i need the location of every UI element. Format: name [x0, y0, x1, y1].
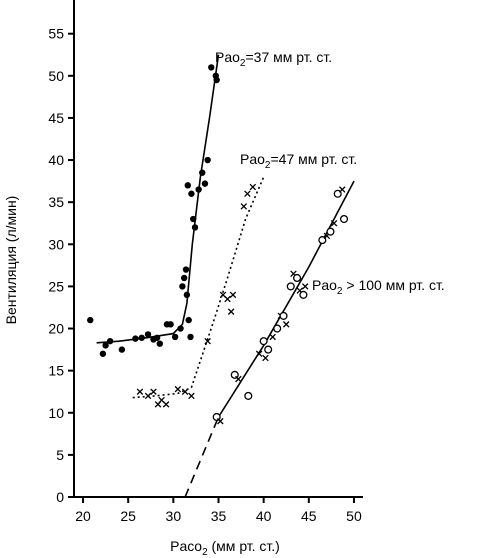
y-tick-label: 5: [56, 447, 64, 463]
series-0-point: [199, 169, 206, 176]
series-0-fit-line: [96, 54, 220, 344]
series-1-point: [244, 190, 251, 198]
series-1-point: [136, 388, 144, 395]
series-0-point: [153, 334, 161, 341]
series-1-point: [162, 401, 170, 408]
series-2-point: [255, 350, 263, 358]
series-2-point: [339, 214, 349, 224]
y-tick-label: 10: [48, 405, 64, 421]
x-tick-label: 45: [301, 508, 317, 524]
y-tick-label: 30: [48, 236, 64, 252]
x-tick-label: 30: [166, 508, 182, 524]
series-0-point: [177, 325, 184, 332]
series-0-point: [87, 316, 94, 324]
x-tick-label: 35: [211, 508, 227, 524]
series-1-point: [174, 385, 182, 393]
series-2-point: [269, 333, 276, 341]
fit-lines: [96, 54, 355, 498]
series-0-point: [195, 186, 202, 193]
y-tick-label: 55: [48, 26, 64, 42]
series-2-point: [262, 354, 269, 362]
series-2-point: [286, 282, 295, 291]
series-0-point: [183, 291, 191, 299]
series-2-point: [279, 311, 288, 320]
series-0-point: [118, 346, 126, 353]
series-0-point: [191, 224, 199, 231]
series-label-pao2-100: Pao2 > 100 мм рт. ст.: [312, 277, 445, 297]
data-points: [87, 64, 349, 425]
series-1-point: [181, 388, 189, 395]
series-1-point: [144, 392, 152, 400]
series-0-point: [171, 333, 179, 341]
series-2-point: [293, 273, 302, 283]
series-2-point: [326, 227, 335, 236]
series-1-point: [227, 308, 235, 315]
y-tick-label: 25: [48, 278, 64, 294]
series-0-point: [187, 333, 194, 341]
series-label-pao2-47: Pao2=47 мм рт. ст.: [240, 151, 357, 171]
series-0-point: [188, 190, 195, 197]
series-2-point: [259, 337, 268, 346]
y-tick-label: 40: [48, 152, 64, 168]
series-1-fit-line: [132, 176, 265, 399]
series-0-point: [132, 335, 139, 342]
series-0-point: [204, 156, 211, 164]
axes: 0 5 10 15 20 25 30 35 40 45 50 55 20 25 30 35 40 45 50: [48, 0, 363, 524]
y-tick-label: 20: [48, 321, 64, 337]
series-0-point: [106, 337, 114, 345]
series-2-point: [299, 290, 308, 299]
series-1-point: [249, 183, 257, 191]
series-2-point: [235, 375, 242, 383]
series-0-point: [208, 64, 215, 71]
series-0-point: [138, 334, 145, 341]
series-1-point: [204, 337, 211, 345]
series-2-point: [244, 391, 253, 400]
series-0-point: [167, 321, 174, 328]
x-tick-label: 20: [75, 508, 91, 524]
series-0-point: [213, 76, 220, 84]
series-2-point: [330, 219, 338, 227]
series-2-point: [338, 186, 346, 193]
series-1-point: [224, 295, 231, 303]
series-0-point: [180, 274, 188, 282]
series-2-fit-line: [217, 180, 355, 418]
series-2-point: [282, 321, 290, 328]
series-2-point: [264, 345, 273, 354]
y-tick-label: 35: [48, 194, 64, 210]
series-2-point: [273, 324, 282, 333]
series-0-point: [182, 266, 190, 273]
y-tick-label: 50: [48, 68, 64, 84]
series-1-point: [188, 392, 195, 400]
series-0-point: [99, 350, 107, 357]
x-tick-label: 50: [346, 508, 362, 524]
series-1-point: [229, 291, 237, 299]
y-axis-title: Вентиляция (л/мин): [3, 196, 19, 325]
y-tick-label: 0: [56, 489, 64, 505]
series-0-point: [102, 342, 109, 349]
y-tick-label: 45: [48, 110, 64, 126]
series-0-point: [144, 331, 152, 338]
series-1-point: [150, 388, 157, 395]
series-0-point: [201, 180, 209, 187]
series-0-point: [185, 316, 192, 324]
series-0-point: [184, 182, 191, 189]
series-2-extrapolation-line: [184, 416, 220, 498]
series-2-point: [301, 283, 309, 290]
x-tick-label: 25: [120, 508, 136, 524]
series-0-point: [190, 215, 197, 223]
series-0-point: [156, 340, 163, 347]
series-1-point: [240, 203, 248, 210]
series-label-pao2-37: Pao2=37 мм рт. ст.: [215, 49, 332, 69]
x-tick-label: 40: [256, 508, 272, 524]
x-axis-title: Paco2 (мм рт. ст.): [170, 538, 280, 558]
y-tick-label: 15: [48, 363, 64, 379]
series-0-point: [179, 283, 186, 290]
series-2-point: [217, 417, 224, 425]
